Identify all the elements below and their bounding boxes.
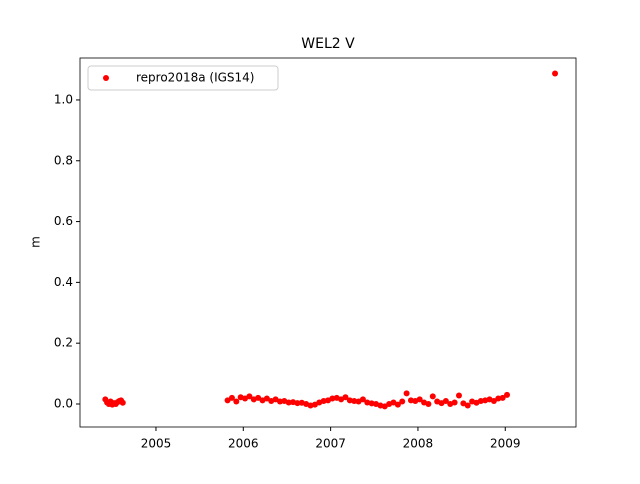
data-point [294, 400, 301, 407]
data-point [276, 398, 283, 405]
y-tick-label: 0.6 [54, 214, 73, 228]
legend-marker [103, 75, 109, 81]
y-tick-label: 0.8 [54, 153, 73, 167]
data-point [329, 395, 336, 402]
data-point [368, 400, 375, 407]
y-axis-label: m [29, 236, 43, 248]
data-point [451, 399, 458, 406]
data-point [399, 398, 406, 405]
legend-box [87, 65, 279, 91]
y-tick-label: 0.0 [54, 396, 73, 410]
data-point [320, 397, 327, 404]
data-point [407, 397, 414, 404]
x-tick-label: 2008 [403, 437, 434, 451]
data-point [429, 393, 436, 400]
data-point [285, 399, 292, 406]
data-point [342, 394, 349, 401]
data-point [228, 394, 235, 401]
data-point [504, 391, 511, 398]
data-point [425, 400, 432, 407]
data-point [455, 392, 462, 399]
data-point [351, 397, 358, 404]
y-tick-label: 1.0 [54, 92, 73, 106]
plot-frame [79, 57, 577, 428]
data-point [499, 394, 506, 401]
x-tick-label: 2006 [228, 437, 259, 451]
x-tick-label: 2009 [490, 437, 521, 451]
data-point [233, 398, 240, 405]
data-point [477, 397, 484, 404]
data-point [490, 397, 497, 404]
data-point [403, 390, 410, 397]
data-point [263, 395, 270, 402]
data-point [394, 401, 401, 408]
data-point [416, 396, 423, 403]
x-tick-label: 2005 [141, 437, 172, 451]
data-point [346, 397, 353, 404]
y-tick-label: 0.4 [54, 275, 73, 289]
data-point [359, 396, 366, 403]
data-point [119, 399, 126, 406]
chart-title: WEL2 V [301, 36, 355, 52]
y-tick-label: 0.2 [54, 336, 73, 350]
data-point [246, 393, 253, 400]
data-point [552, 70, 559, 77]
data-point [255, 394, 262, 401]
data-point [381, 403, 388, 410]
x-tick-label: 2007 [315, 437, 346, 451]
legend-label: repro2018a (IGS14) [136, 71, 254, 85]
data-point [224, 397, 231, 404]
data-point [442, 397, 449, 404]
data-point [464, 402, 471, 409]
data-point [495, 395, 502, 402]
